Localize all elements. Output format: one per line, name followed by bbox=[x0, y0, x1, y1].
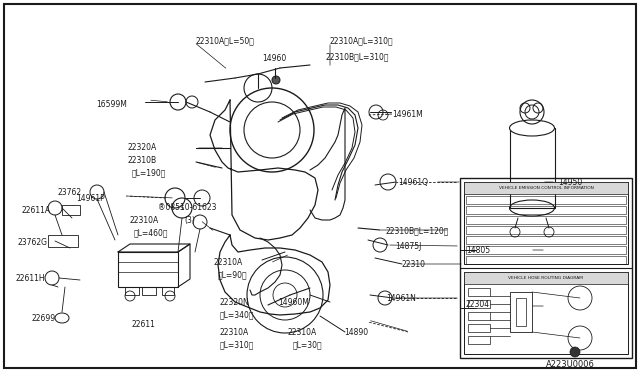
Bar bbox=[516, 298, 526, 326]
Text: 22611A: 22611A bbox=[22, 206, 51, 215]
Text: 〈L=90〉: 〈L=90〉 bbox=[218, 270, 248, 279]
Bar bbox=[510, 128, 555, 208]
Bar bbox=[466, 236, 626, 244]
Bar bbox=[466, 196, 626, 204]
Circle shape bbox=[570, 347, 580, 357]
Text: 〈L=190〉: 〈L=190〉 bbox=[132, 168, 166, 177]
Text: 22611: 22611 bbox=[132, 320, 156, 329]
Text: 22320N: 22320N bbox=[220, 298, 250, 307]
Circle shape bbox=[272, 76, 280, 84]
Bar bbox=[464, 182, 628, 194]
Bar bbox=[468, 312, 490, 320]
Text: 14805: 14805 bbox=[466, 246, 490, 255]
Text: 〈L=340〉: 〈L=340〉 bbox=[220, 310, 255, 319]
Text: 14961N: 14961N bbox=[386, 294, 416, 303]
Text: 22310A〈L=310〉: 22310A〈L=310〉 bbox=[330, 36, 394, 45]
Bar bbox=[466, 256, 626, 264]
Bar bbox=[466, 206, 626, 214]
Text: 22310B: 22310B bbox=[128, 156, 157, 165]
Bar bbox=[466, 246, 626, 254]
Bar bbox=[118, 252, 178, 287]
Text: 23762: 23762 bbox=[57, 188, 81, 197]
Text: VEHICLE EMISSION CONTROL INFORMATION: VEHICLE EMISSION CONTROL INFORMATION bbox=[499, 186, 593, 190]
Text: 14950: 14950 bbox=[558, 178, 582, 187]
Bar bbox=[464, 272, 628, 284]
Bar bbox=[48, 235, 78, 247]
Bar bbox=[466, 216, 626, 224]
Text: 22310A: 22310A bbox=[130, 216, 159, 225]
Text: 14961M: 14961M bbox=[392, 110, 423, 119]
Text: (3): (3) bbox=[184, 216, 195, 225]
Text: 22310A〈L=50〉: 22310A〈L=50〉 bbox=[195, 36, 254, 45]
Text: 14960: 14960 bbox=[262, 54, 286, 63]
Text: 22310A: 22310A bbox=[214, 258, 243, 267]
Bar bbox=[125, 287, 139, 295]
Text: 22310: 22310 bbox=[402, 260, 426, 269]
Text: A223U0006: A223U0006 bbox=[546, 360, 595, 369]
Bar bbox=[510, 292, 532, 332]
Bar bbox=[468, 288, 490, 296]
Text: 14875J: 14875J bbox=[395, 242, 421, 251]
Text: 14960M: 14960M bbox=[278, 298, 309, 307]
Bar bbox=[468, 336, 490, 344]
Text: VEHICLE HOSE ROUTING DIAGRAM: VEHICLE HOSE ROUTING DIAGRAM bbox=[509, 276, 584, 280]
Text: 〈L=460〉: 〈L=460〉 bbox=[134, 228, 168, 237]
Text: 22611H: 22611H bbox=[16, 274, 45, 283]
Text: 22320A: 22320A bbox=[128, 143, 157, 152]
Text: 22310B〈L=120〉: 22310B〈L=120〉 bbox=[386, 226, 449, 235]
Bar bbox=[468, 324, 490, 332]
Text: 22310A: 22310A bbox=[220, 328, 249, 337]
Text: 23762G: 23762G bbox=[18, 238, 48, 247]
Text: 14961Q: 14961Q bbox=[398, 178, 428, 187]
Bar bbox=[460, 178, 632, 358]
Bar bbox=[468, 300, 490, 308]
Bar bbox=[62, 205, 80, 215]
Text: 〈L=30〉: 〈L=30〉 bbox=[293, 340, 323, 349]
Text: 22310B〈L=310〉: 22310B〈L=310〉 bbox=[326, 52, 390, 61]
Bar bbox=[464, 182, 628, 264]
Text: 14890: 14890 bbox=[344, 328, 368, 337]
Bar bbox=[162, 287, 174, 295]
Ellipse shape bbox=[509, 120, 554, 136]
Bar bbox=[142, 287, 156, 295]
Bar bbox=[466, 226, 626, 234]
Text: S: S bbox=[180, 205, 184, 211]
Text: 22699: 22699 bbox=[32, 314, 56, 323]
Bar bbox=[464, 272, 628, 354]
Text: 14961P: 14961P bbox=[76, 194, 105, 203]
Text: 22310A: 22310A bbox=[288, 328, 317, 337]
Text: 〈L=310〉: 〈L=310〉 bbox=[220, 340, 254, 349]
Text: 16599M: 16599M bbox=[96, 100, 127, 109]
Text: ®08510-61623: ®08510-61623 bbox=[158, 203, 216, 212]
Text: 22304: 22304 bbox=[466, 300, 490, 309]
